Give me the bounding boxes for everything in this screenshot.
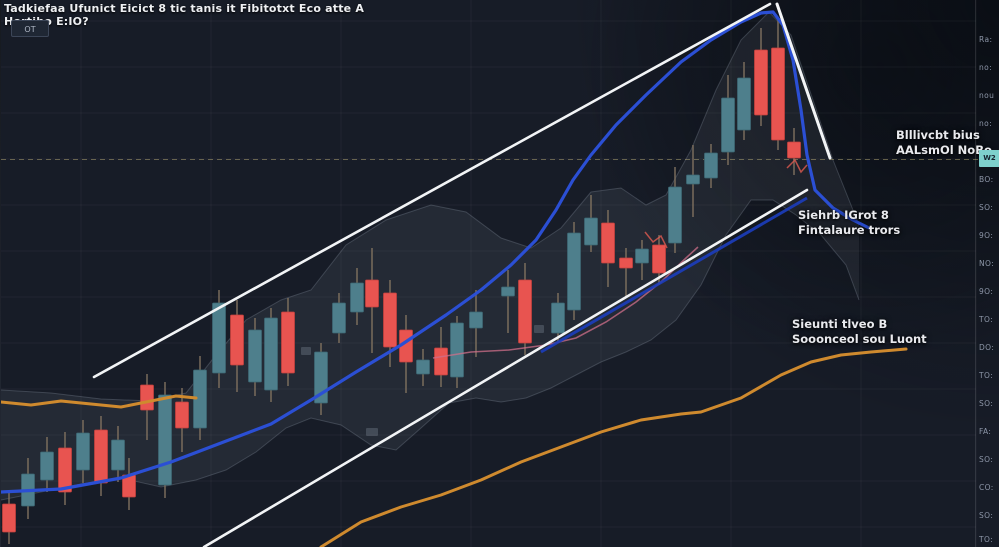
candle [111, 426, 125, 482]
current-price-tag: W2 [979, 150, 999, 167]
candle [686, 145, 700, 217]
annotation-line: Siehrb IGrot 8 [798, 208, 889, 222]
bollinger-band [1, 11, 860, 501]
price-axis-label: nou [979, 91, 995, 100]
candle [264, 308, 278, 402]
orange-ma-right [319, 347, 908, 547]
annotation-line: Sieunti tlveo B [792, 317, 888, 331]
annotation-trendline-label: Siehrb IGrot 8 Fintalaure trors [798, 208, 900, 237]
price-axis-label: TO: [979, 315, 994, 324]
price-axis-label: DO: [979, 343, 995, 352]
price-axis-label: SO: [979, 399, 994, 408]
candle [619, 248, 633, 298]
chart-artifacts [301, 325, 544, 436]
candle [551, 293, 565, 343]
candle [76, 420, 90, 483]
candle [518, 263, 532, 355]
price-axis-label: no: [979, 63, 993, 72]
candle [567, 222, 581, 320]
orange-ma-left [1, 394, 198, 409]
candle [416, 349, 430, 386]
candle [350, 268, 364, 325]
candle [787, 128, 801, 175]
candle [58, 432, 72, 505]
price-axis-label: SO: [979, 511, 994, 520]
channel-lower-trendline [202, 188, 809, 547]
candle [140, 374, 154, 440]
price-axis-label: TO: [979, 535, 994, 544]
annotation-line: Sooonceol sou Luont [792, 331, 927, 346]
candle [2, 492, 16, 544]
price-axis-label: BO: [979, 175, 994, 184]
annotation-line: Blllivcbt bius [896, 128, 980, 142]
price-axis-label: SO: [979, 203, 994, 212]
candle [668, 167, 682, 253]
annotation-support-label: Sieunti tlveo B Sooonceol sou Luont [792, 317, 927, 346]
price-axis-label: FA: [979, 427, 992, 436]
price-axis-label: 9O: [979, 287, 994, 296]
red-scribble [644, 231, 668, 249]
price-axis-label: 9O: [979, 231, 994, 240]
trend-lines [92, 2, 832, 547]
price-axis-label: no: [979, 119, 993, 128]
candle [281, 298, 295, 386]
candle [704, 144, 718, 188]
price-axis-label: TO: [979, 371, 994, 380]
candle [450, 316, 464, 388]
chart-title: Tadkiefaa Ufunict Eicict 8 tic tanis it … [4, 2, 365, 28]
price-axis-label: CO: [979, 483, 994, 492]
red-scribble [786, 158, 808, 174]
price-axis-label: NO: [979, 259, 995, 268]
candle [737, 62, 751, 140]
candle [501, 270, 515, 333]
candle [635, 240, 649, 280]
candle [754, 28, 768, 126]
price-axis-label: SO: [979, 455, 994, 464]
candle [230, 300, 244, 392]
candle [193, 356, 207, 440]
candle [365, 248, 379, 353]
channel-upper-trendline [92, 2, 772, 379]
blue-ma-line [1, 10, 871, 494]
annotation-line: AALsmOl NoBo [896, 142, 992, 157]
candle [584, 195, 598, 252]
candle [721, 75, 735, 165]
annotation-resistance-label: Blllivcbt bius AALsmOl NoBo [896, 128, 992, 157]
candle [469, 290, 483, 357]
timeframe-button[interactable]: OT [11, 20, 49, 37]
annotation-line: Fintalaure trors [798, 222, 901, 237]
candle [332, 293, 346, 343]
candles-layer [2, 20, 801, 544]
price-axis-label: Ra: [979, 35, 993, 44]
candle [175, 388, 189, 452]
price-axis[interactable]: Ra: no: nou no: BO: SO: 9O: NO: 9O: TO: DO: TO: SO: F… [975, 0, 999, 547]
candle [122, 458, 136, 510]
candle [212, 290, 226, 388]
candle [771, 20, 785, 150]
candle [40, 437, 54, 492]
breakdown-trendline [775, 2, 832, 160]
candle [601, 210, 615, 287]
candle [248, 318, 262, 396]
companion-blue-line [540, 196, 808, 354]
